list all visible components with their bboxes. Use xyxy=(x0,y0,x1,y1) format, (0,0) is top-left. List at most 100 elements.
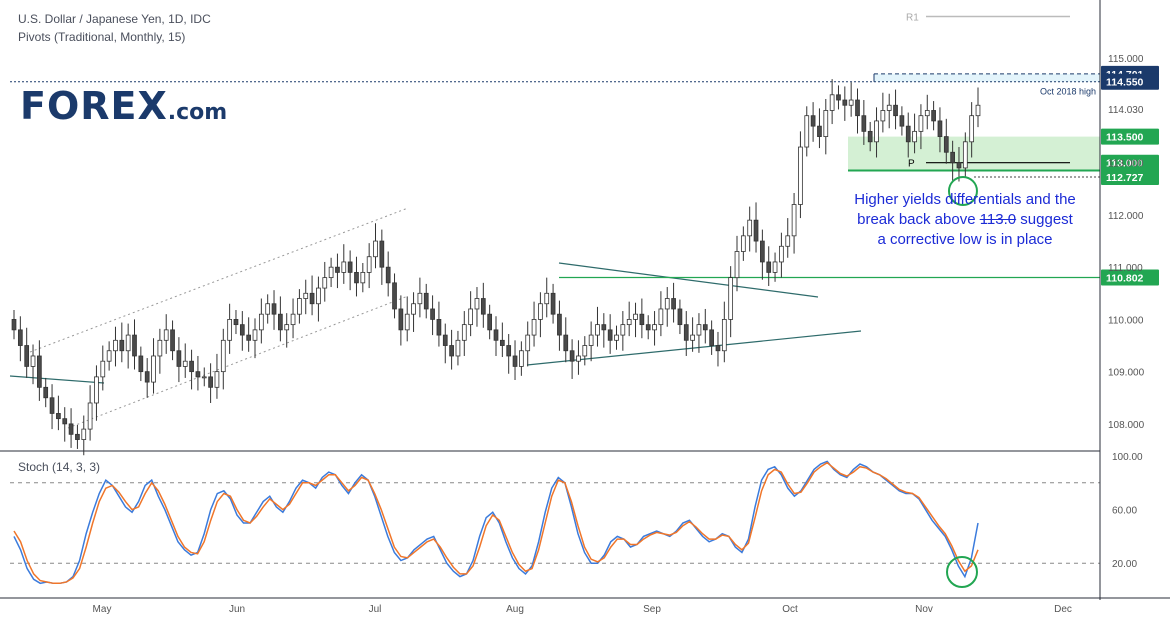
candle-body xyxy=(132,334,137,357)
candle-body xyxy=(360,271,366,284)
month-tick-label: Jul xyxy=(369,604,382,615)
price-tick-label: 115.000 xyxy=(1108,54,1144,65)
candle-body xyxy=(239,324,245,336)
candle-body xyxy=(804,115,810,148)
price-tick-label: 108.000 xyxy=(1108,420,1145,431)
candle-body xyxy=(163,329,169,341)
candle-body xyxy=(303,292,309,299)
month-tick-label: Nov xyxy=(915,604,933,615)
annotation-line-2-pre: break back above xyxy=(857,211,980,228)
forex-logo: FOREX.com xyxy=(20,84,227,128)
candle-body xyxy=(119,339,125,352)
candle-body xyxy=(702,324,708,331)
month-tick-label: Aug xyxy=(506,604,524,615)
channel-upper-line xyxy=(29,207,409,353)
candle-body xyxy=(576,355,581,362)
price-tick-label: 109.000 xyxy=(1108,368,1145,379)
candle-body xyxy=(487,313,493,331)
month-tick-label: Jun xyxy=(229,604,245,615)
candle-body xyxy=(278,313,283,331)
candle-body xyxy=(760,240,765,263)
oct-high-zone xyxy=(874,73,1100,82)
candle-body xyxy=(68,423,74,435)
candle-body xyxy=(779,245,784,263)
annotation-line-2-post: suggest xyxy=(1016,211,1073,228)
stoch-tick-label: 100.00 xyxy=(1112,452,1143,463)
candle-body xyxy=(87,402,93,430)
candle-body xyxy=(233,319,239,326)
candle-body xyxy=(461,324,467,341)
candle-body xyxy=(766,261,772,273)
candle-body xyxy=(512,355,518,367)
candle-body xyxy=(297,298,302,315)
r1-label: R1 xyxy=(906,12,919,23)
candle-body xyxy=(772,261,778,273)
price-tag-box xyxy=(1101,168,1159,185)
candle-body xyxy=(290,313,296,326)
candle-body xyxy=(798,146,803,205)
candle-body xyxy=(309,292,315,305)
support-zone xyxy=(848,136,1100,171)
candle-body xyxy=(563,334,569,352)
candle-body xyxy=(905,125,911,143)
candle-body xyxy=(836,94,841,101)
price-tag-label: 114.550 xyxy=(1106,77,1144,89)
candle-body xyxy=(271,303,277,315)
candle-body xyxy=(525,334,531,352)
candle-body xyxy=(829,94,835,111)
candle-body xyxy=(81,428,87,440)
candle-body xyxy=(284,324,290,331)
price-tick-label: 110.000 xyxy=(1108,315,1144,326)
candle-body xyxy=(258,313,264,331)
candle-body xyxy=(436,319,442,336)
candle-body xyxy=(620,324,626,336)
candle-body xyxy=(683,324,689,341)
annotation-line-3: a corrective low is in place xyxy=(877,231,1053,248)
price-tag-box xyxy=(1101,73,1159,90)
annotation-line-2-strike: 113.0 xyxy=(979,211,1017,228)
pivot-label: P xyxy=(908,159,915,170)
candle-body xyxy=(411,303,416,315)
candle-body xyxy=(791,204,797,237)
annotation-line-1: Higher yields differentials and the xyxy=(854,191,1076,208)
stochastic-panel: 100.00 60.00 20.00 xyxy=(10,452,1143,588)
candle-body xyxy=(24,345,30,367)
candle-body xyxy=(30,355,36,367)
pivot-levels: Oct 2018 highR1P114.701114.550113.500113… xyxy=(10,12,1159,286)
candle-body xyxy=(569,350,575,362)
candle-body xyxy=(442,334,448,346)
candle-body xyxy=(937,120,943,137)
candle-body xyxy=(709,329,714,346)
candle-body xyxy=(94,376,99,404)
candle-body xyxy=(690,334,695,341)
candle-body xyxy=(100,360,106,378)
candle-body xyxy=(785,235,791,247)
price-tick-label: 111.000 xyxy=(1108,263,1143,274)
candle-body xyxy=(645,324,651,331)
candle-body xyxy=(62,418,68,425)
month-tick-label: Dec xyxy=(1054,604,1072,615)
annotation-line-2: break back above 113.0 suggest xyxy=(820,210,1110,230)
candle-body xyxy=(918,115,924,132)
candle-body xyxy=(962,141,968,169)
symbol-title: U.S. Dollar / Japanese Yen, 1D, IDC xyxy=(18,12,211,26)
candle-body xyxy=(227,319,232,341)
candle-body xyxy=(753,219,759,242)
candle-body xyxy=(208,376,213,388)
candle-body xyxy=(493,329,499,341)
month-tick-label: Sep xyxy=(643,604,661,615)
candle-body xyxy=(696,324,702,336)
candle-body xyxy=(322,277,328,289)
candle-body xyxy=(49,397,55,414)
candle-body xyxy=(880,110,886,122)
candle-body xyxy=(823,110,829,137)
candle-body xyxy=(740,235,746,252)
price-tick-label: 112.000 xyxy=(1108,211,1144,222)
candle-body xyxy=(56,413,61,420)
candle-body xyxy=(474,298,480,310)
candle-body xyxy=(601,324,607,331)
candle-body xyxy=(195,371,201,378)
candle-body xyxy=(354,271,359,284)
candle-body xyxy=(379,240,385,268)
